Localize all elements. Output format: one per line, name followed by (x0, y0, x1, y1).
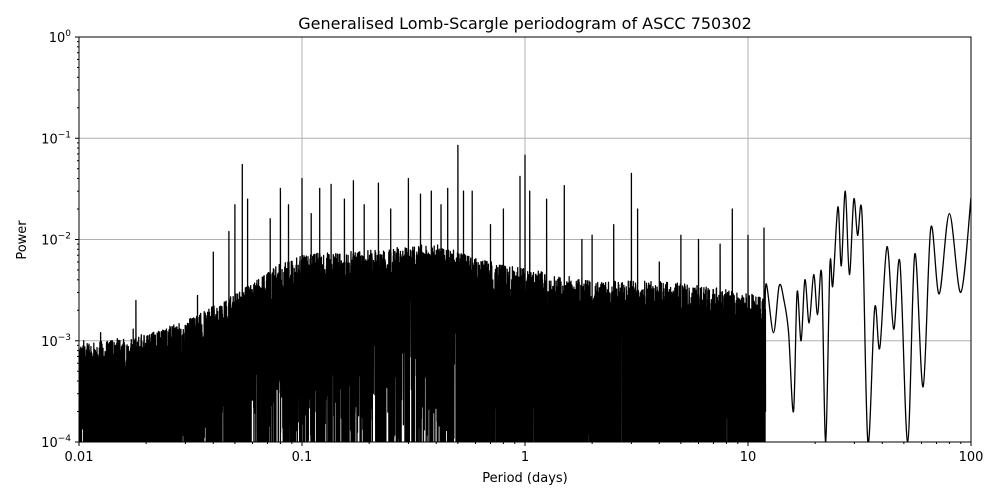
x-tick-label: 0.01 (65, 450, 94, 465)
x-tick-label: 100 (959, 450, 984, 465)
power-series-line (79, 144, 971, 442)
x-axis-label: Period (days) (482, 471, 568, 486)
x-tick-label: 10 (740, 450, 757, 465)
y-axis-label: Power (15, 220, 30, 260)
y-tick-label: 10−4 (41, 434, 71, 451)
axis-ticks (75, 36, 972, 446)
y-tick-label: 10−3 (41, 333, 71, 350)
y-tick-label: 100 (49, 29, 72, 46)
y-tick-label: 10−1 (41, 130, 71, 147)
y-tick-labels: 10−4 10−3 10−2 10−1 100 (41, 29, 71, 451)
x-tick-label: 0.1 (292, 450, 313, 465)
x-tick-label: 1 (521, 450, 529, 465)
x-tick-labels: 0.01 0.1 1 10 100 (65, 450, 984, 465)
chart-title: Generalised Lomb-Scargle periodogram of … (298, 14, 752, 33)
y-tick-label: 10−2 (41, 232, 71, 249)
